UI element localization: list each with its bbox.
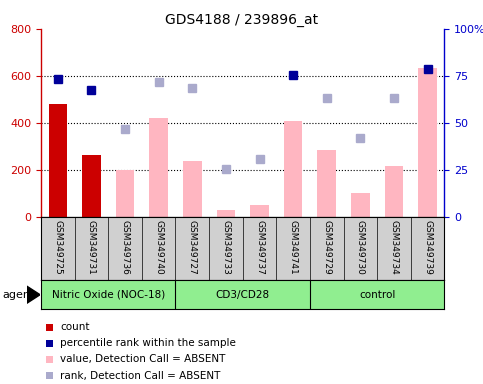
Bar	[183, 161, 201, 217]
Text: percentile rank within the sample: percentile rank within the sample	[60, 338, 236, 348]
Text: GSM349734: GSM349734	[389, 220, 398, 275]
Text: GSM349731: GSM349731	[87, 220, 96, 275]
Text: GSM349739: GSM349739	[423, 220, 432, 275]
Text: GSM349725: GSM349725	[53, 220, 62, 275]
Text: CD3/CD28: CD3/CD28	[215, 290, 270, 300]
Text: rank, Detection Call = ABSENT: rank, Detection Call = ABSENT	[60, 371, 221, 381]
Text: GSM349740: GSM349740	[154, 220, 163, 275]
Bar	[418, 68, 437, 217]
Text: agent: agent	[2, 290, 35, 300]
Bar	[149, 118, 168, 217]
Bar	[250, 205, 269, 217]
Bar	[49, 104, 67, 217]
Bar	[284, 121, 302, 217]
Polygon shape	[27, 286, 40, 303]
Text: GSM349727: GSM349727	[188, 220, 197, 275]
Bar	[384, 166, 403, 217]
Text: control: control	[359, 290, 395, 300]
Bar	[317, 150, 336, 217]
Text: value, Detection Call = ABSENT: value, Detection Call = ABSENT	[60, 354, 226, 364]
Bar	[217, 210, 235, 217]
Bar	[116, 170, 134, 217]
Text: GSM349730: GSM349730	[356, 220, 365, 275]
Text: GDS4188 / 239896_at: GDS4188 / 239896_at	[165, 13, 318, 27]
Text: GSM349741: GSM349741	[289, 220, 298, 275]
Bar	[351, 194, 369, 217]
Text: count: count	[60, 322, 90, 332]
Bar	[82, 155, 101, 217]
Text: Nitric Oxide (NOC-18): Nitric Oxide (NOC-18)	[52, 290, 165, 300]
Text: GSM349737: GSM349737	[255, 220, 264, 275]
Text: GSM349733: GSM349733	[221, 220, 230, 275]
Text: GSM349736: GSM349736	[121, 220, 129, 275]
Text: GSM349729: GSM349729	[322, 220, 331, 275]
